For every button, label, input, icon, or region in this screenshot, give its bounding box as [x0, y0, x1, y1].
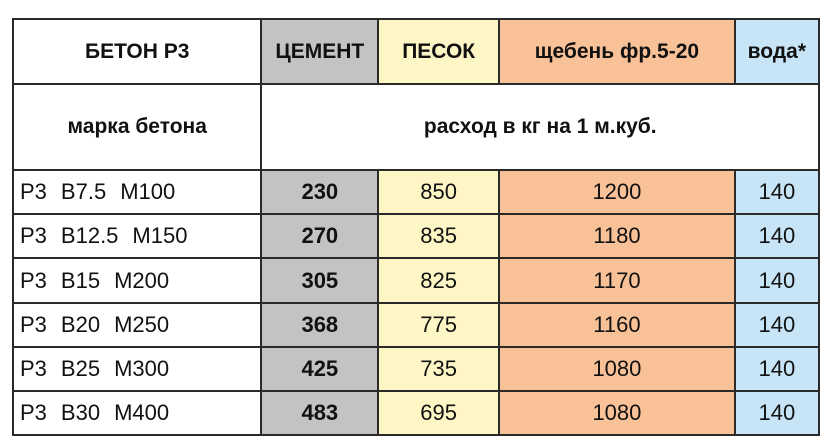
header-gravel: щебень фр.5-20	[498, 17, 736, 86]
water-value: 140	[733, 345, 821, 392]
header-cement: ЦЕМЕНТ	[260, 17, 380, 86]
grade-class: В15	[60, 267, 101, 293]
grade-type: Р3	[20, 399, 47, 425]
table-row: Р3 В25 М300 425 735 1080 140	[11, 345, 821, 392]
cement-value: 230	[260, 169, 380, 216]
subheader-consumption: расход в кг на 1 м.куб.	[260, 83, 820, 172]
grade-mark: М300	[114, 355, 170, 381]
header-grade: БЕТОН Р3	[11, 17, 263, 86]
gravel-value: 1170	[498, 257, 736, 304]
table-row: Р3 В7.5 М100 230 850 1200 140	[11, 169, 821, 216]
grade-type: Р3	[20, 311, 47, 337]
table-row: Р3 В30 М400 483 695 1080 140	[11, 389, 821, 437]
table-row: Р3 В15 М200 305 825 1170 140	[11, 257, 821, 304]
water-value: 140	[733, 257, 821, 304]
cement-value: 368	[260, 301, 380, 348]
gravel-value: 1080	[498, 389, 736, 437]
grade-mark: М400	[114, 399, 170, 425]
gravel-value: 1160	[498, 301, 736, 348]
grade-cell: Р3 В30 М400	[11, 389, 263, 437]
grade-mark: М100	[120, 179, 176, 205]
subheader-grade: марка бетона	[11, 83, 263, 172]
cement-value: 270	[260, 213, 380, 260]
cement-value: 483	[260, 389, 380, 437]
grade-class: В25	[60, 355, 101, 381]
grade-type: Р3	[20, 355, 47, 381]
concrete-mix-table: БЕТОН Р3 ЦЕМЕНТ ПЕСОК щебень фр.5-20 вод…	[11, 17, 821, 437]
sand-value: 825	[377, 257, 501, 304]
sand-value: 850	[377, 169, 501, 216]
water-value: 140	[733, 301, 821, 348]
grade-type: Р3	[20, 267, 47, 293]
header-water: вода*	[733, 17, 821, 86]
header-row: БЕТОН Р3 ЦЕМЕНТ ПЕСОК щебень фр.5-20 вод…	[11, 17, 821, 86]
grade-cell: Р3 В15 М200	[11, 257, 263, 304]
water-value: 140	[733, 389, 821, 437]
gravel-value: 1080	[498, 345, 736, 392]
grade-type: Р3	[20, 179, 47, 205]
table-row: Р3 В12.5 М150 270 835 1180 140	[11, 213, 821, 260]
sand-value: 695	[377, 389, 501, 437]
cement-value: 425	[260, 345, 380, 392]
sand-value: 775	[377, 301, 501, 348]
sand-value: 835	[377, 213, 501, 260]
grade-class: В30	[60, 399, 101, 425]
grade-mark: М150	[132, 223, 188, 249]
grade-mark: М250	[114, 311, 170, 337]
grade-mark: М200	[114, 267, 170, 293]
grade-class: В7.5	[60, 179, 107, 205]
grade-cell: Р3 В20 М250	[11, 301, 263, 348]
grade-cell: Р3 В7.5 М100	[11, 169, 263, 216]
water-value: 140	[733, 169, 821, 216]
sand-value: 735	[377, 345, 501, 392]
concrete-mix-table-container: БЕТОН Р3 ЦЕМЕНТ ПЕСОК щебень фр.5-20 вод…	[11, 17, 821, 437]
header-sand: ПЕСОК	[377, 17, 501, 86]
grade-cell: Р3 В12.5 М150	[11, 213, 263, 260]
gravel-value: 1180	[498, 213, 736, 260]
grade-cell: Р3 В25 М300	[11, 345, 263, 392]
gravel-value: 1200	[498, 169, 736, 216]
grade-type: Р3	[20, 223, 47, 249]
subheader-row: марка бетона расход в кг на 1 м.куб.	[11, 83, 820, 172]
grade-class: В20	[60, 311, 101, 337]
water-value: 140	[733, 213, 821, 260]
table-row: Р3 В20 М250 368 775 1160 140	[11, 301, 821, 348]
cement-value: 305	[260, 257, 380, 304]
grade-class: В12.5	[60, 223, 119, 249]
